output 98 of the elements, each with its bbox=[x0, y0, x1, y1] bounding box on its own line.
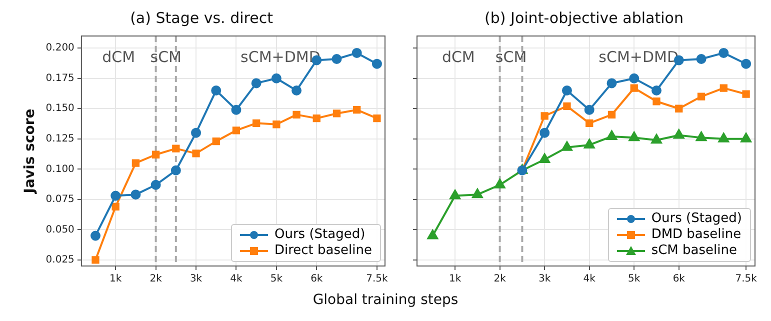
point bbox=[606, 78, 617, 88]
chart-title: (b) Joint-objective ablation bbox=[484, 8, 684, 27]
point bbox=[251, 78, 262, 88]
point bbox=[674, 129, 684, 139]
point bbox=[740, 132, 752, 142]
point bbox=[292, 110, 300, 119]
y-tick-label: 0.050 bbox=[46, 224, 74, 236]
point bbox=[675, 104, 683, 112]
point bbox=[272, 120, 280, 128]
x-axis-title: Global training steps bbox=[312, 292, 460, 308]
y-tick-label: 0.200 bbox=[46, 42, 74, 54]
point bbox=[540, 128, 550, 138]
point bbox=[652, 98, 660, 106]
x-tick-label: 7.5k bbox=[366, 274, 388, 285]
point bbox=[630, 84, 638, 92]
point bbox=[150, 180, 161, 190]
legend-label: sCM baseline bbox=[651, 243, 737, 259]
point bbox=[152, 150, 160, 158]
legend-label: Ours (Staged) bbox=[651, 211, 742, 227]
x-tick-label: 4k bbox=[230, 274, 243, 285]
point bbox=[562, 85, 572, 96]
point bbox=[353, 106, 361, 114]
point bbox=[271, 73, 282, 84]
point bbox=[252, 119, 260, 127]
point bbox=[112, 202, 120, 211]
point bbox=[606, 130, 618, 140]
x-tick-label: 2k bbox=[150, 274, 162, 285]
point bbox=[584, 104, 594, 115]
annotation: dCM bbox=[442, 48, 475, 66]
point bbox=[192, 150, 200, 158]
point bbox=[312, 114, 320, 122]
point bbox=[372, 58, 382, 69]
point bbox=[696, 132, 707, 142]
point bbox=[110, 190, 121, 201]
annotation: dCM bbox=[102, 48, 136, 66]
point bbox=[373, 114, 381, 122]
point bbox=[741, 58, 752, 69]
x-tick-label: 2k bbox=[494, 274, 506, 285]
point bbox=[563, 102, 571, 110]
point bbox=[718, 132, 729, 142]
point bbox=[172, 144, 180, 152]
point bbox=[629, 73, 640, 84]
x-tick-label: 6k bbox=[310, 274, 323, 285]
y-tick-label: 0.175 bbox=[46, 72, 74, 84]
point bbox=[718, 48, 729, 58]
y-tick-label: 0.150 bbox=[46, 103, 74, 114]
x-tick-label: 4k bbox=[583, 274, 596, 285]
point bbox=[696, 54, 706, 64]
point bbox=[472, 188, 483, 198]
point bbox=[652, 85, 662, 96]
x-tick-label: 5k bbox=[270, 274, 283, 285]
x-tick-label: 3k bbox=[538, 274, 551, 285]
point bbox=[170, 165, 181, 176]
point bbox=[494, 178, 506, 188]
point bbox=[540, 112, 548, 120]
legend-label: Direct baseline bbox=[274, 243, 372, 259]
point bbox=[212, 137, 220, 146]
point bbox=[697, 92, 706, 100]
legend-label: DMD baseline bbox=[651, 227, 742, 243]
x-tick-label: 3k bbox=[190, 274, 202, 285]
point bbox=[608, 110, 616, 119]
point bbox=[584, 138, 595, 148]
point bbox=[562, 141, 572, 151]
x-tick-label: 5k bbox=[628, 274, 640, 285]
point bbox=[211, 85, 222, 96]
point bbox=[628, 132, 640, 142]
point bbox=[742, 90, 750, 98]
point bbox=[92, 256, 100, 264]
x-tick-label: 6k bbox=[672, 274, 686, 285]
point bbox=[586, 119, 594, 127]
point bbox=[232, 126, 240, 134]
y-tick-label: 0.125 bbox=[46, 133, 74, 144]
y-axis-title: Javis score bbox=[22, 108, 38, 194]
legend-label: Ours (Staged) bbox=[274, 227, 366, 243]
point bbox=[332, 110, 341, 118]
point bbox=[427, 230, 438, 240]
point bbox=[539, 153, 550, 163]
point bbox=[651, 134, 662, 144]
y-tick-label: 0.075 bbox=[46, 194, 74, 206]
chart-title: (a) Stage vs. direct bbox=[130, 8, 274, 27]
annotation: sCM bbox=[150, 48, 182, 66]
point bbox=[130, 190, 141, 200]
annotation: sCM+DMD bbox=[598, 48, 679, 66]
point bbox=[352, 48, 362, 58]
annotation: sCM bbox=[495, 48, 527, 66]
x-tick-label: 7.5k bbox=[735, 274, 758, 285]
point bbox=[720, 84, 728, 92]
point bbox=[132, 159, 140, 167]
point bbox=[450, 190, 460, 200]
point bbox=[332, 54, 342, 64]
point bbox=[231, 104, 242, 115]
x-tick-label: 1k bbox=[110, 274, 122, 285]
y-tick-label: 0.100 bbox=[46, 164, 74, 175]
point bbox=[191, 128, 202, 138]
x-tick-label: 1k bbox=[448, 274, 462, 285]
y-tick-label: 0.025 bbox=[46, 254, 74, 266]
point bbox=[292, 85, 302, 96]
point bbox=[90, 230, 100, 241]
